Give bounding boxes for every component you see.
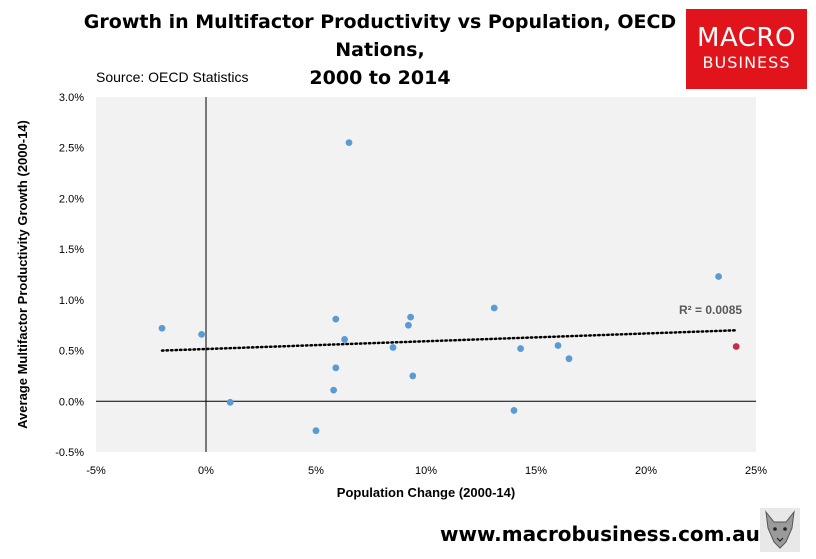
x-tick-label: 25%	[745, 465, 767, 477]
y-tick-label: 1.5%	[59, 244, 84, 256]
wolf-logo-icon	[760, 508, 800, 552]
y-tick-label: 2.5%	[59, 143, 84, 155]
data-point	[332, 315, 340, 323]
data-point	[490, 304, 498, 312]
x-tick-label: 20%	[635, 465, 657, 477]
data-point	[407, 313, 414, 321]
data-point	[409, 372, 417, 380]
data-point	[517, 345, 524, 352]
data-point	[554, 342, 562, 349]
data-point	[158, 324, 166, 332]
data-point	[341, 336, 348, 343]
logo-line-2: BUSINESS	[702, 53, 791, 72]
chart-title: Growth in Multifactor Productivity vs Po…	[40, 8, 720, 92]
x-tick-label: 15%	[525, 465, 547, 477]
data-point	[226, 398, 234, 406]
title-line-1: Growth in Multifactor Productivity vs Po…	[83, 11, 677, 61]
data-point	[345, 139, 353, 147]
data-point	[332, 364, 340, 372]
x-tick-label: 10%	[415, 465, 437, 477]
data-point	[565, 355, 573, 363]
data-point	[330, 386, 337, 394]
data-point	[198, 330, 206, 338]
x-tick-label: 5%	[308, 465, 324, 477]
data-point	[510, 407, 518, 414]
macrobusiness-logo: MACRO BUSINESS	[686, 9, 807, 89]
y-axis-label: Average Multifactor Productivity Growth …	[15, 120, 30, 429]
y-tick-label: 0.5%	[59, 346, 84, 358]
r-squared-label: R² = 0.0085	[679, 303, 742, 317]
data-point	[389, 344, 397, 351]
source-note: Source: OECD Statistics	[96, 69, 249, 85]
y-tick-label: -0.5%	[55, 447, 84, 459]
title-line-2: 2000 to 2014	[309, 67, 451, 89]
y-tick-label: 1.0%	[59, 295, 84, 307]
trendline	[160, 329, 738, 352]
y-tick-label: 2.0%	[59, 193, 84, 205]
scatter-chart: -5% 0% 5% 10% 15% 20% 25% -0.5% 0.0% 0.5% 1.0% 1.5%…	[15, 92, 767, 500]
logo-line-1: MACRO	[697, 23, 796, 53]
highlighted-data-point	[732, 343, 740, 350]
x-tick-label: -5%	[86, 465, 106, 477]
plot-area	[96, 97, 756, 452]
footer-url: www.macrobusiness.com.au	[440, 522, 760, 546]
data-point	[405, 321, 412, 329]
x-tick-label: 0%	[198, 465, 214, 477]
y-tick-label: 0.0%	[59, 396, 84, 408]
data-point	[715, 273, 722, 280]
x-axis-label: Population Change (2000-14)	[337, 485, 515, 500]
data-point	[312, 427, 320, 435]
y-tick-label: 3.0%	[59, 92, 84, 104]
